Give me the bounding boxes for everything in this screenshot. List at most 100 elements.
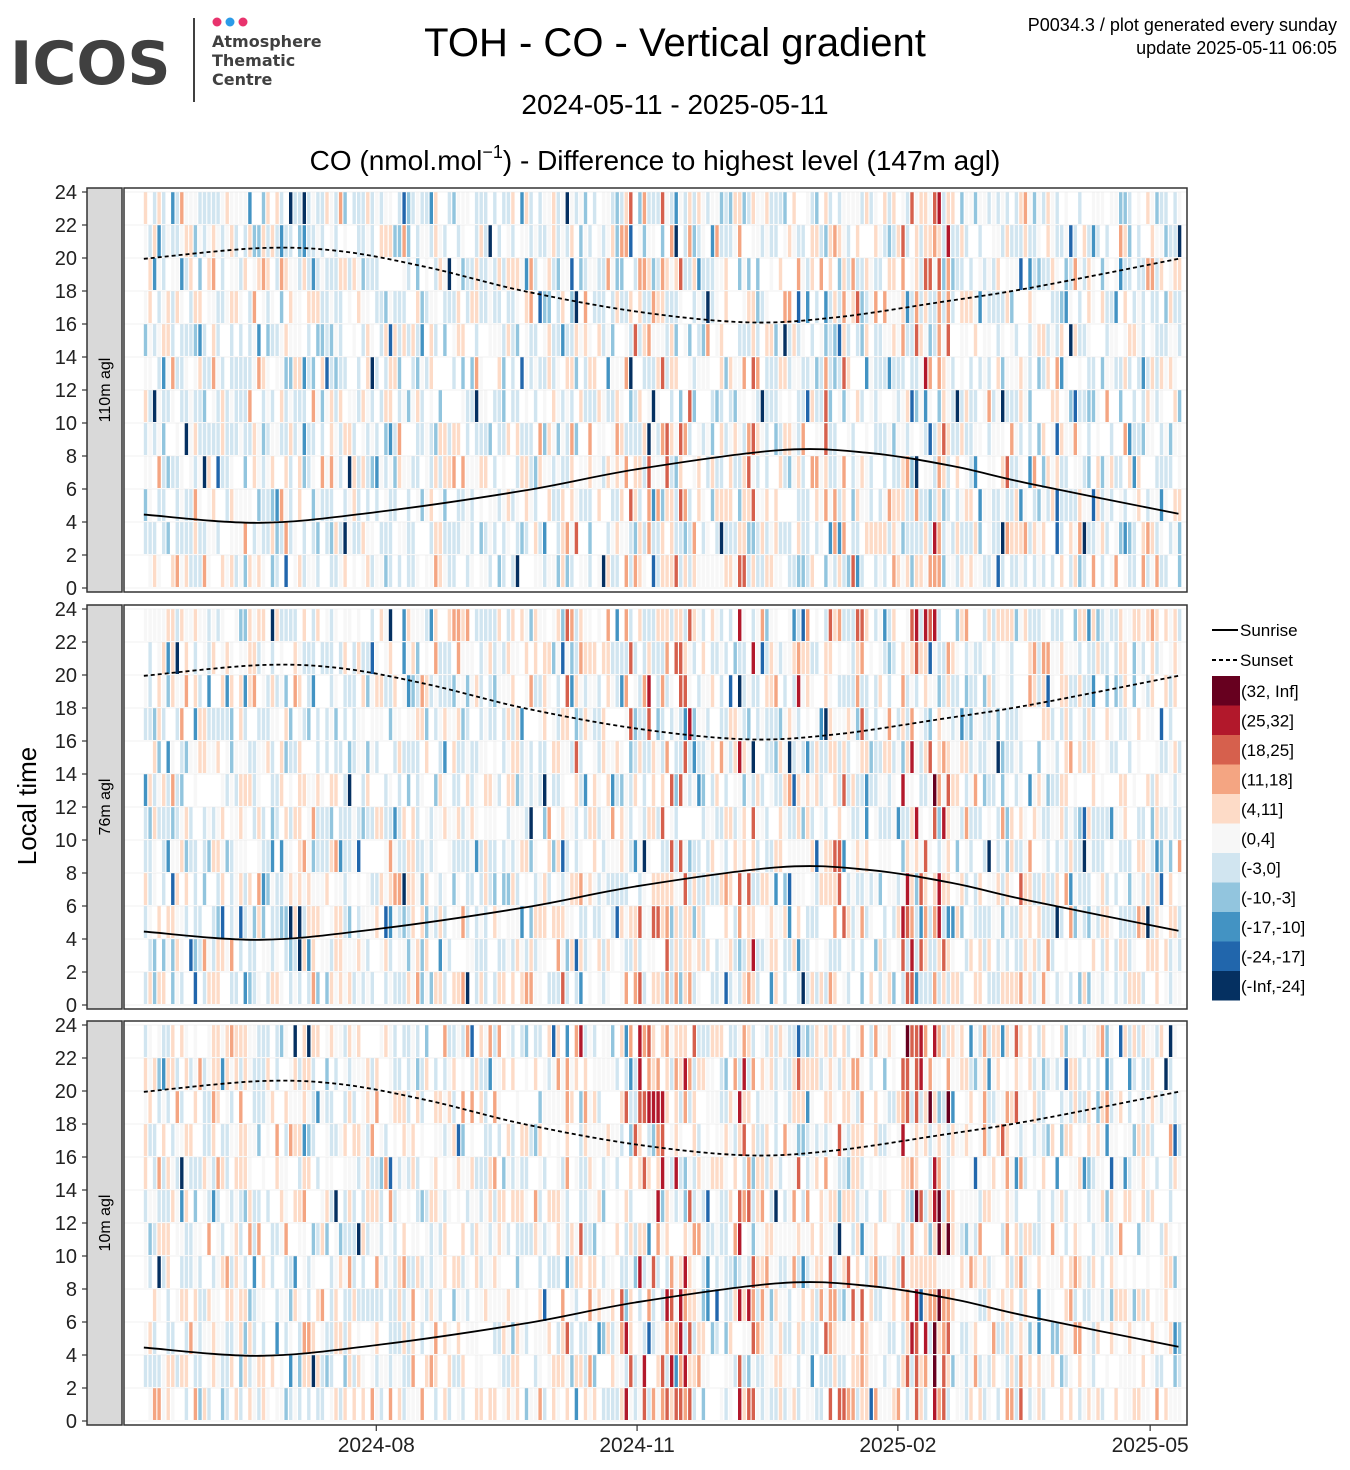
heatmap-cell <box>402 192 406 224</box>
heatmap-cell <box>143 291 148 323</box>
heatmap-cell <box>846 291 851 323</box>
heatmap-cell <box>307 555 311 587</box>
heatmap-cell <box>152 807 157 839</box>
heatmap-cell <box>846 939 851 971</box>
heatmap-cell <box>397 774 402 806</box>
heatmap-cell <box>1041 423 1046 455</box>
heatmap-cell <box>1073 840 1077 872</box>
heatmap-cell <box>520 708 524 740</box>
heatmap-cell <box>447 456 452 488</box>
heatmap-cell <box>855 456 860 488</box>
heatmap-cell <box>1023 939 1028 971</box>
heatmap-cell <box>855 873 860 905</box>
heatmap-cell <box>910 972 914 1004</box>
heatmap-cell <box>465 675 470 707</box>
heatmap-cell <box>1159 708 1164 740</box>
heatmap-cell <box>361 774 365 806</box>
heatmap-cell <box>982 642 987 674</box>
heatmap-cell <box>189 291 193 323</box>
heatmap-cell <box>279 873 284 905</box>
heatmap-cell <box>248 1223 252 1255</box>
heatmap-cell <box>375 192 379 224</box>
heatmap-cell <box>352 1190 356 1222</box>
heatmap-cell <box>561 489 565 521</box>
heatmap-cell <box>470 741 474 773</box>
heatmap-cell <box>211 225 216 257</box>
heatmap-cell <box>728 522 733 554</box>
heatmap-cell <box>933 555 937 587</box>
heatmap-cell <box>1137 708 1141 740</box>
heatmap-cell <box>311 642 316 674</box>
heatmap-cell <box>1014 258 1019 290</box>
heatmap-cell <box>778 642 783 674</box>
heatmap-cell <box>919 774 923 806</box>
heatmap-cell <box>588 807 592 839</box>
heatmap-cell <box>919 390 923 422</box>
heatmap-cell <box>1023 489 1028 521</box>
heatmap-cell <box>538 906 542 938</box>
heatmap-cell <box>960 906 964 938</box>
heatmap-cell <box>964 939 969 971</box>
heatmap-cell <box>148 774 152 806</box>
heatmap-cell <box>1146 708 1150 740</box>
heatmap-cell <box>1105 675 1109 707</box>
heatmap-cell <box>996 939 1000 971</box>
heatmap-cell <box>384 390 388 422</box>
heatmap-cell <box>207 1223 211 1255</box>
heatmap-cell <box>289 423 293 455</box>
heatmap-cell <box>692 906 696 938</box>
heatmap-cell <box>828 939 833 971</box>
heatmap-cell <box>896 489 901 521</box>
heatmap-cell <box>806 939 810 971</box>
heatmap-cell <box>1014 939 1019 971</box>
heatmap-cell <box>329 1322 334 1354</box>
heatmap-cell <box>1105 972 1109 1004</box>
heatmap-cell <box>910 873 914 905</box>
heatmap-cell <box>760 807 765 839</box>
heatmap-cell <box>996 489 1000 521</box>
heatmap-cell <box>207 1091 211 1123</box>
heatmap-cell <box>969 675 973 707</box>
heatmap-cell <box>230 708 234 740</box>
heatmap-cell <box>143 873 148 905</box>
heatmap-cell <box>660 741 665 773</box>
heatmap-cell <box>1109 609 1114 641</box>
heatmap-cell <box>719 642 724 674</box>
heatmap-cell <box>248 357 252 389</box>
heatmap-cell <box>388 225 393 257</box>
heatmap-cell <box>470 807 474 839</box>
heatmap-cell <box>606 456 610 488</box>
heatmap-cell <box>715 489 719 521</box>
heatmap-cell <box>1164 456 1168 488</box>
heatmap-cell <box>311 1322 316 1354</box>
heatmap-cell <box>352 1355 356 1387</box>
heatmap-cell <box>202 555 207 587</box>
heatmap-cell <box>334 1190 338 1222</box>
heatmap-cell <box>338 192 343 224</box>
heatmap-cell <box>710 873 715 905</box>
heatmap-cell <box>688 675 692 707</box>
heatmap-cell <box>769 906 774 938</box>
heatmap-cell <box>656 972 660 1004</box>
heatmap-cell <box>234 1124 238 1156</box>
heatmap-cell <box>565 906 569 938</box>
heatmap-cell <box>1123 489 1127 521</box>
heatmap-cell <box>874 291 878 323</box>
heatmap-cell <box>769 609 774 641</box>
heatmap-cell <box>760 939 765 971</box>
heatmap-cell <box>434 456 438 488</box>
heatmap-cell <box>148 1355 152 1387</box>
heatmap-cell <box>855 741 860 773</box>
heatmap-cell <box>933 609 937 641</box>
heatmap-cell <box>325 1124 329 1156</box>
heatmap-cell <box>375 357 379 389</box>
heatmap-cell <box>592 258 597 290</box>
heatmap-cell <box>765 906 769 938</box>
heatmap-cell <box>257 357 261 389</box>
heatmap-cell <box>211 939 216 971</box>
heatmap-cell <box>411 324 415 356</box>
heatmap-cell <box>1041 555 1046 587</box>
heatmap-cell <box>234 357 238 389</box>
heatmap-cell <box>434 291 438 323</box>
heatmap-cell <box>1137 258 1141 290</box>
